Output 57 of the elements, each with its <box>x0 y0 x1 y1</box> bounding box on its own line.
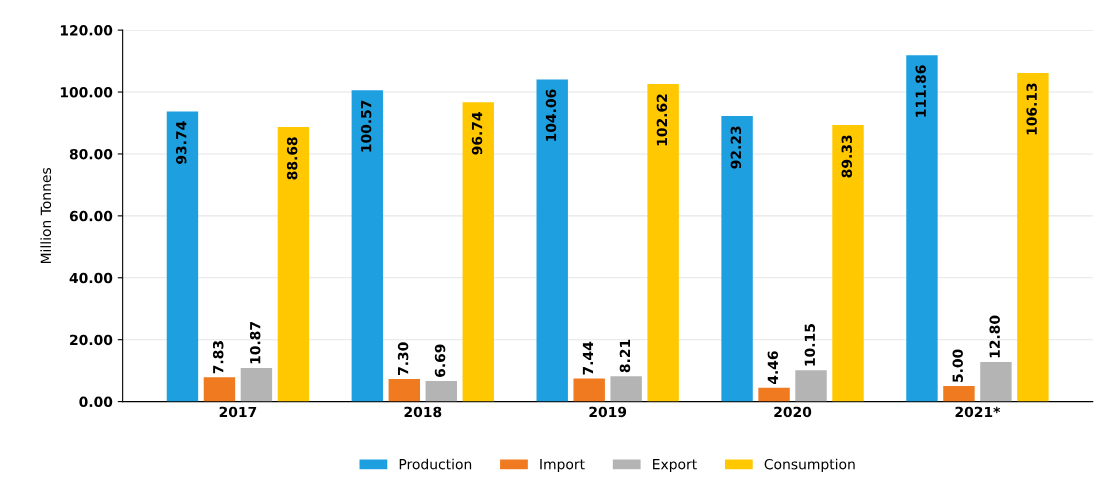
bar <box>388 379 421 402</box>
data-label: 5.00 <box>952 349 963 382</box>
bar <box>647 83 679 402</box>
y-tick-label: 20.00 <box>70 334 113 346</box>
bar <box>832 125 864 402</box>
data-label: 6.69 <box>434 344 446 377</box>
data-label: 10.15 <box>804 324 816 366</box>
data-label: 100.57 <box>360 100 372 152</box>
bar <box>573 378 605 402</box>
legend-label: Import <box>540 459 585 473</box>
y-tick-label: 120.00 <box>60 25 113 36</box>
data-label: 111.86 <box>915 65 926 117</box>
bar <box>166 111 199 402</box>
bar <box>1017 73 1049 402</box>
bar <box>758 387 790 402</box>
data-label: 8.21 <box>619 339 631 373</box>
bar <box>277 127 310 402</box>
legend-label: Consumption <box>764 458 855 473</box>
data-label: 106.13 <box>1026 83 1037 135</box>
x-tick-label: 2017 <box>219 406 257 418</box>
bar <box>610 376 642 402</box>
y-tick-label: 60.00 <box>69 210 113 222</box>
data-label: 10.87 <box>249 322 261 364</box>
data-label: 93.74 <box>175 121 187 164</box>
bar <box>240 367 273 402</box>
bar <box>462 102 494 402</box>
data-label: 7.44 <box>582 341 594 375</box>
data-label: 7.30 <box>397 342 409 375</box>
x-tick-label: 2020 <box>774 406 812 418</box>
bar <box>980 361 1012 402</box>
data-label: 92.23 <box>730 126 742 169</box>
data-label: 12.80 <box>989 315 1000 358</box>
bar <box>795 370 827 402</box>
y-tick-label: 100.00 <box>60 87 113 98</box>
bar <box>943 386 975 402</box>
y-tick-label: 80.00 <box>69 148 113 160</box>
data-label: 96.74 <box>471 112 483 155</box>
x-tick-label: 2019 <box>589 406 627 418</box>
bar <box>721 116 753 402</box>
y-tick-label: 40.00 <box>69 272 113 284</box>
bar <box>906 55 938 402</box>
x-tick-label: 2021* <box>955 406 1001 418</box>
data-label: 88.68 <box>286 137 298 180</box>
legend-label: Production <box>399 458 472 470</box>
x-tick-label: 2018 <box>404 406 442 418</box>
bar <box>351 90 384 402</box>
y-tick-label: 0.00 <box>79 396 113 408</box>
bar <box>203 377 236 402</box>
data-label: 89.33 <box>841 135 853 178</box>
data-label: 102.62 <box>656 94 668 146</box>
bar <box>425 380 457 402</box>
data-label: 104.06 <box>545 89 557 141</box>
data-label: 7.83 <box>212 341 224 374</box>
data-label: 4.46 <box>767 351 779 385</box>
legend-label: Export <box>653 459 697 473</box>
y-axis-title: Million Tonnes <box>40 167 52 264</box>
bar <box>536 79 568 402</box>
